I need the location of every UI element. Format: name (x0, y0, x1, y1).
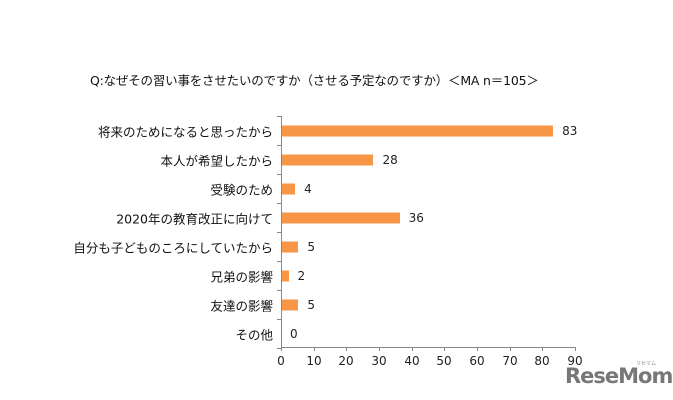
resemom-logo: ReseMom (565, 364, 673, 388)
resemom-logo-subtext: リセマム (636, 361, 657, 367)
x-tick-label: 0 (277, 354, 285, 368)
x-axis (281, 347, 576, 348)
value-label: 5 (307, 239, 315, 254)
value-label: 36 (408, 210, 424, 225)
x-tick (444, 347, 445, 351)
bar (282, 183, 296, 194)
y-tick (277, 116, 281, 117)
x-tick-label: 40 (404, 354, 420, 368)
chart-title: Q:なぜその習い事をさせたいのですか（させる予定なのですか）＜MA n＝105＞ (90, 73, 539, 88)
bar (282, 241, 299, 252)
y-tick (277, 348, 281, 349)
category-label: 将来のためになると思ったから (97, 124, 273, 139)
y-tick (277, 261, 281, 262)
y-tick (277, 203, 281, 204)
x-tick (575, 347, 576, 351)
x-tick (477, 347, 478, 351)
value-label: 2 (297, 268, 306, 283)
y-tick (277, 174, 281, 175)
x-tick (346, 347, 347, 351)
y-tick (277, 145, 281, 146)
category-label: 受験のため (210, 182, 273, 197)
category-label: 友達の影響 (210, 298, 273, 313)
x-tick (379, 347, 380, 351)
y-tick (277, 319, 281, 320)
x-tick-label: 10 (306, 354, 322, 368)
bar (282, 125, 554, 136)
x-tick-label: 50 (436, 354, 452, 368)
y-tick (277, 290, 281, 291)
category-label: 自分も子どものころにしていたから (73, 240, 273, 255)
x-tick (412, 347, 413, 351)
category-label: その他 (235, 327, 273, 342)
x-tick-label: 20 (338, 354, 354, 368)
x-tick (281, 347, 282, 351)
x-tick-label: 90 (567, 354, 583, 368)
x-tick-label: 30 (371, 354, 387, 368)
category-label: 2020年の教育改正に向けて (116, 211, 273, 226)
category-label: 本人が希望したから (160, 153, 273, 168)
value-label: 83 (562, 123, 578, 138)
y-axis (281, 116, 282, 348)
category-label: 兄弟の影響 (210, 269, 273, 284)
bar (282, 299, 299, 310)
y-tick (277, 232, 281, 233)
x-tick-label: 80 (534, 354, 550, 368)
value-label: 5 (307, 297, 315, 312)
value-label: 0 (290, 326, 298, 341)
x-tick (314, 347, 315, 351)
x-tick (510, 347, 511, 351)
x-tick-label: 60 (469, 354, 485, 368)
value-label: 4 (304, 181, 312, 196)
x-tick-label: 70 (502, 354, 518, 368)
x-tick (542, 347, 543, 351)
value-label: 28 (382, 152, 398, 167)
bar (282, 154, 374, 165)
bar (282, 270, 289, 281)
bar (282, 212, 400, 223)
